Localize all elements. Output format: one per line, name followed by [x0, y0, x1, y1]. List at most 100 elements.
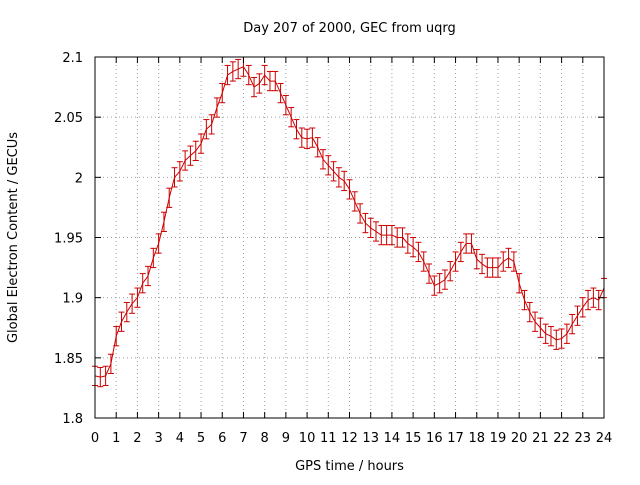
error-bar-point	[378, 224, 385, 246]
x-tick-label: 8	[261, 431, 269, 446]
error-bar-point	[585, 289, 592, 311]
error-bar-point	[198, 133, 205, 154]
y-tick-label: 2.05	[54, 111, 83, 126]
axis-ticks: 0 1 2 3 4 5 6 7 8 9 10 11 12 13 14 15 16 17 18 19 20 21 22 23 24…	[54, 51, 612, 446]
x-tick-label: 4	[176, 431, 184, 446]
x-tick-label: 11	[320, 431, 337, 446]
error-bar-point	[166, 187, 173, 208]
error-bar-point	[160, 211, 167, 232]
error-bar-point	[569, 314, 576, 335]
error-bar-point	[367, 217, 374, 238]
x-tick-label: 1	[112, 431, 120, 446]
error-bar-point	[526, 301, 533, 323]
error-bar-point	[447, 261, 454, 282]
y-tick-label: 2	[75, 171, 83, 186]
error-bar-point	[335, 167, 342, 188]
error-bar-point	[145, 265, 152, 287]
y-axis-label: Global Electron Content / GECUs	[6, 132, 21, 343]
x-tick-label: 9	[282, 431, 290, 446]
x-tick-label: 20	[511, 431, 528, 446]
error-bar-point	[219, 82, 226, 104]
error-bar-point	[436, 273, 443, 294]
error-bar-point	[282, 95, 289, 116]
error-bar-point	[383, 224, 390, 246]
data-series	[92, 56, 607, 388]
error-bar-point	[521, 289, 528, 311]
error-bar-point	[468, 233, 475, 254]
error-bar-point	[139, 273, 146, 294]
error-bar-point	[304, 128, 311, 149]
error-bar-point	[97, 366, 104, 388]
error-bar-point	[410, 237, 417, 258]
error-bar-point	[134, 287, 141, 308]
error-bar-point	[314, 137, 321, 158]
x-tick-label: 23	[575, 431, 592, 446]
error-bar-point	[537, 317, 544, 338]
error-bar-point	[373, 221, 380, 242]
error-bar-point	[357, 203, 364, 224]
error-bar-point	[473, 249, 480, 270]
error-bar-point	[532, 311, 539, 332]
error-bar-point	[266, 70, 273, 92]
error-bar-point	[553, 329, 560, 350]
error-bar-point	[123, 301, 130, 323]
x-tick-label: 22	[553, 431, 570, 446]
error-bar-point	[277, 82, 284, 104]
error-bar-point	[394, 227, 401, 248]
error-bar-point	[479, 253, 486, 275]
error-bar-point	[494, 257, 501, 278]
error-bar-point	[256, 73, 263, 94]
error-bar-point	[261, 64, 268, 86]
error-bar-point	[415, 241, 422, 263]
error-bar-point	[431, 275, 438, 296]
error-bar-point	[330, 161, 337, 182]
x-axis-label: GPS time / hours	[295, 459, 404, 474]
error-bar-point	[484, 257, 491, 278]
error-bar-point	[298, 127, 305, 148]
error-bar-point	[441, 269, 448, 290]
error-bar-point	[118, 311, 125, 332]
error-bar-point	[457, 241, 464, 263]
error-bar-point	[107, 353, 114, 374]
x-tick-label: 24	[596, 431, 613, 446]
error-bar-point	[574, 305, 581, 326]
error-bar-point	[399, 227, 406, 248]
x-tick-label: 10	[299, 431, 316, 446]
error-bar-point	[150, 247, 157, 269]
error-bar-point	[192, 140, 199, 161]
chart-title: Day 207 of 2000, GEC from uqrg	[243, 21, 456, 36]
error-bar-point	[346, 179, 353, 200]
error-bar-point	[245, 64, 252, 86]
x-tick-label: 0	[91, 431, 99, 446]
error-bar-point	[362, 212, 369, 234]
x-tick-label: 2	[133, 431, 141, 446]
error-bar-point	[208, 114, 215, 135]
y-tick-label: 1.9	[62, 292, 83, 307]
error-bar-point	[558, 328, 565, 349]
error-bar-point	[388, 224, 395, 246]
y-tick-label: 1.95	[54, 232, 83, 247]
error-bar-point	[224, 64, 231, 86]
error-bar-point	[309, 127, 316, 148]
y-tick-label: 2.1	[62, 51, 83, 66]
error-bar-point	[293, 119, 300, 140]
error-bar-point	[155, 233, 162, 254]
y-tick-label: 1.85	[54, 352, 83, 367]
error-bar-point	[171, 167, 178, 188]
x-tick-label: 18	[468, 431, 485, 446]
error-bar-point	[505, 247, 512, 269]
error-bar-point	[500, 251, 507, 272]
error-bar-point	[489, 257, 496, 278]
x-tick-label: 12	[341, 431, 358, 446]
error-bar-point	[595, 289, 602, 311]
error-bar-point	[176, 161, 183, 182]
y-tick-label: 1.8	[62, 412, 83, 427]
error-bar-point	[452, 251, 459, 272]
error-bar-point	[319, 149, 326, 170]
error-bar-point	[516, 273, 523, 294]
error-bar-point	[341, 170, 348, 192]
error-bar-point	[325, 155, 332, 176]
